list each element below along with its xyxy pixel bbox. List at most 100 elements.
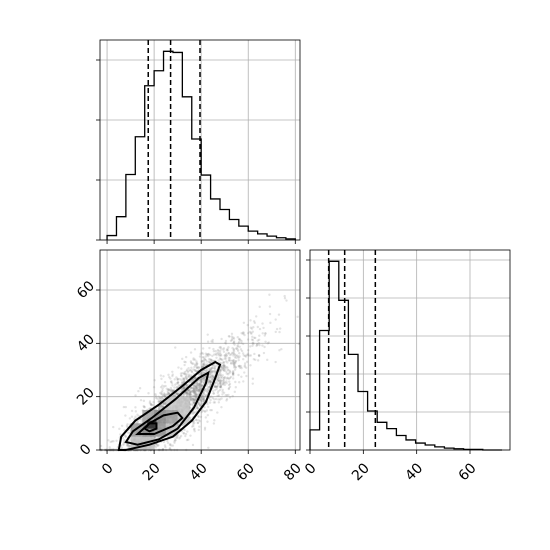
scatter-point	[239, 365, 243, 368]
scatter-point	[202, 376, 205, 379]
density-cell	[177, 410, 190, 424]
scatter-point	[197, 428, 200, 432]
scatter-point	[198, 386, 201, 389]
scatter-point	[192, 422, 195, 426]
scatter-point	[223, 376, 226, 379]
scatter-point	[256, 339, 259, 342]
scatter-point	[218, 385, 222, 389]
scatter-point	[191, 420, 195, 424]
scatter-point	[182, 378, 186, 381]
scatter-point	[197, 402, 200, 405]
scatter-point	[258, 343, 261, 347]
scatter-point	[218, 346, 221, 349]
right-hist-xtick-label: 0	[302, 460, 320, 478]
scatter-point	[188, 392, 191, 395]
scatter-point	[195, 362, 198, 365]
scatter-point	[152, 400, 155, 404]
scatter-point	[202, 376, 205, 379]
scatter-point	[228, 382, 232, 386]
scatter-point	[196, 385, 200, 388]
scatter-point	[188, 388, 191, 392]
scatter-point	[215, 353, 218, 357]
scatter-point	[173, 393, 177, 396]
scatter-point	[187, 373, 191, 376]
scatter-point	[193, 393, 197, 396]
scatter-point	[187, 389, 190, 392]
scatter-xtick-label: 80	[281, 460, 305, 484]
scatter-point	[191, 399, 194, 403]
scatter-point	[175, 392, 179, 396]
scatter-point	[243, 362, 247, 365]
scatter-point	[220, 383, 223, 387]
scatter-point	[194, 393, 198, 397]
scatter-point	[194, 398, 197, 401]
scatter-point	[185, 438, 189, 442]
scatter-point	[184, 372, 187, 376]
scatter-point	[213, 371, 216, 374]
scatter-point	[198, 387, 202, 391]
scatter-point	[177, 366, 180, 369]
scatter-point	[186, 392, 190, 395]
scatter-point	[233, 368, 237, 371]
scatter-point	[195, 381, 199, 384]
scatter-point	[179, 434, 183, 438]
scatter-point	[210, 358, 213, 362]
scatter-point	[182, 387, 186, 390]
scatter-point	[227, 352, 231, 355]
scatter-point	[185, 393, 188, 396]
scatter-point	[193, 358, 197, 361]
scatter-point	[165, 387, 169, 390]
scatter-point	[196, 421, 200, 424]
scatter-point	[191, 425, 194, 428]
scatter-point	[160, 393, 163, 396]
scatter-point	[162, 402, 166, 406]
scatter-point	[251, 330, 255, 333]
scatter-point	[189, 397, 193, 400]
scatter-point	[195, 392, 198, 395]
scatter-point	[207, 352, 210, 356]
scatter-point	[215, 385, 219, 388]
scatter-point	[199, 381, 202, 384]
scatter-point	[178, 377, 181, 381]
scatter-point	[154, 436, 157, 439]
scatter-point	[184, 391, 187, 394]
scatter-point	[242, 380, 245, 383]
right-hist-histogram-steps	[309, 260, 502, 451]
scatter-point	[130, 415, 134, 418]
scatter-point	[210, 395, 213, 398]
scatter-point	[189, 399, 192, 402]
scatter-point	[243, 364, 247, 367]
scatter-point	[219, 379, 223, 382]
scatter-point	[213, 369, 216, 373]
scatter-point	[189, 395, 193, 398]
scatter-point	[192, 362, 195, 365]
scatter-point	[180, 367, 183, 370]
scatter-point	[213, 366, 217, 369]
scatter-point	[157, 395, 160, 398]
scatter-point	[240, 375, 243, 379]
scatter-point	[223, 383, 227, 387]
scatter-point	[168, 388, 171, 392]
scatter-point	[212, 422, 216, 425]
scatter-point	[163, 380, 167, 384]
scatter-point	[208, 346, 211, 350]
scatter-point	[217, 379, 221, 383]
scatter-point	[227, 369, 230, 372]
scatter-point	[234, 366, 237, 369]
scatter-point	[178, 437, 181, 440]
scatter-point	[124, 405, 127, 409]
scatter-point	[243, 365, 246, 368]
scatter-point	[227, 377, 231, 380]
scatter-point	[233, 364, 236, 367]
scatter-point	[148, 401, 152, 405]
scatter-point	[250, 338, 254, 341]
scatter-point	[188, 391, 192, 394]
scatter-point	[163, 393, 167, 396]
scatter-point	[152, 386, 156, 389]
scatter-point	[171, 384, 174, 387]
scatter-point	[238, 345, 241, 348]
scatter-point	[191, 401, 194, 404]
scatter-point	[225, 365, 228, 369]
scatter-point	[201, 394, 205, 397]
